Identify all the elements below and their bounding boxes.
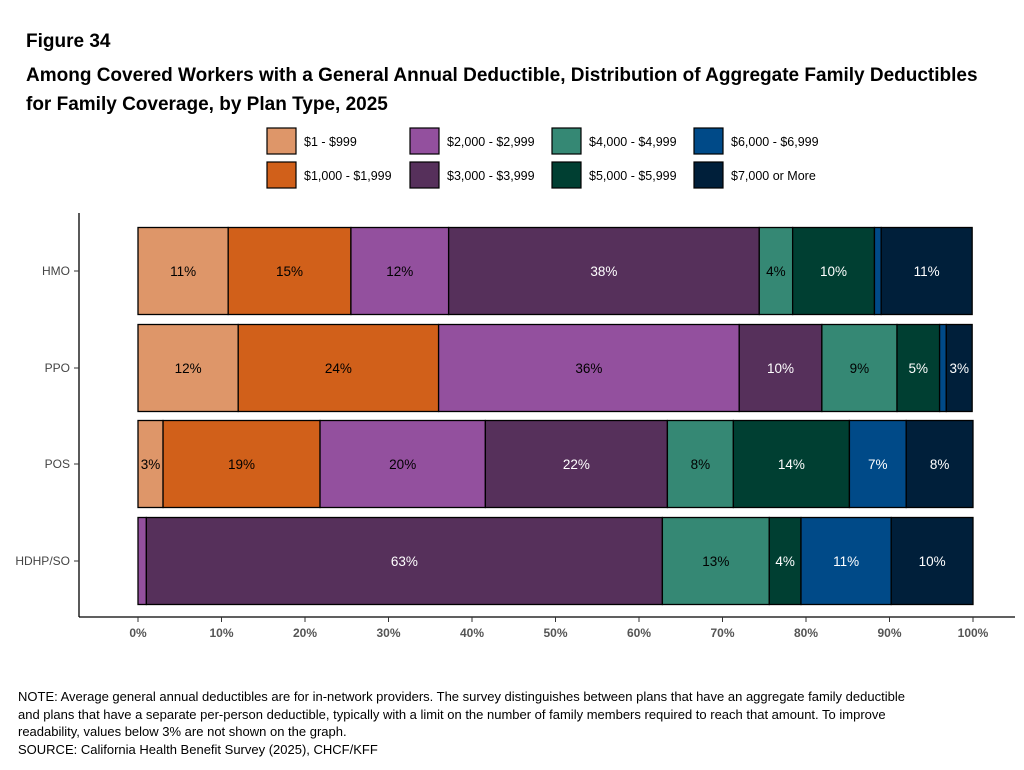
bar-segment bbox=[873, 226, 882, 316]
legend-label: $2,000 - $2,999 bbox=[447, 135, 535, 149]
bar-segment bbox=[227, 226, 352, 316]
x-tick-label: 10% bbox=[209, 626, 233, 640]
y-tick-label: POS bbox=[45, 457, 70, 471]
bar-segment bbox=[738, 323, 823, 413]
x-tick-label: 90% bbox=[877, 626, 901, 640]
data-label: 10% bbox=[919, 554, 946, 569]
x-tick-label: 40% bbox=[460, 626, 484, 640]
data-label: 5% bbox=[909, 361, 929, 376]
x-tick-label: 80% bbox=[794, 626, 818, 640]
bar-segment bbox=[938, 323, 947, 413]
legend-label: $6,000 - $6,999 bbox=[731, 135, 819, 149]
data-label: 38% bbox=[590, 264, 617, 279]
y-tick-label: PPO bbox=[45, 361, 70, 375]
legend-label: $1 - $999 bbox=[304, 135, 357, 149]
data-label: 15% bbox=[276, 264, 303, 279]
data-label: 9% bbox=[850, 361, 870, 376]
data-label: 19% bbox=[228, 457, 255, 472]
x-tick-label: 50% bbox=[543, 626, 567, 640]
chart-notes: NOTE: Average general annual deductibles… bbox=[18, 688, 918, 758]
bar-segment bbox=[162, 419, 321, 509]
bar-segment bbox=[350, 226, 450, 316]
legend-label: $3,000 - $3,999 bbox=[447, 169, 535, 183]
legend-swatch bbox=[693, 161, 724, 189]
legend-swatch bbox=[409, 127, 440, 155]
x-tick-label: 60% bbox=[627, 626, 651, 640]
data-label: 11% bbox=[170, 264, 196, 279]
y-tick-label: HMO bbox=[42, 264, 70, 278]
legend-swatch bbox=[551, 127, 582, 155]
data-label: 8% bbox=[930, 457, 950, 472]
x-tick-label: 100% bbox=[958, 626, 989, 640]
data-label: 20% bbox=[389, 457, 416, 472]
data-label: 12% bbox=[175, 361, 202, 376]
bar-segment bbox=[821, 323, 898, 413]
data-label: 22% bbox=[563, 457, 590, 472]
bar-segment bbox=[732, 419, 851, 509]
legend-swatch bbox=[551, 161, 582, 189]
bar-segment bbox=[319, 419, 487, 509]
data-label: 8% bbox=[691, 457, 711, 472]
x-tick-label: 30% bbox=[376, 626, 400, 640]
bar-segment bbox=[880, 226, 973, 316]
data-label: 11% bbox=[833, 554, 859, 569]
bar-segment bbox=[137, 516, 147, 606]
note-text: NOTE: Average general annual deductibles… bbox=[18, 689, 905, 739]
data-label: 4% bbox=[766, 264, 786, 279]
bar-segment bbox=[758, 226, 794, 316]
x-tick-label: 20% bbox=[293, 626, 317, 640]
bar-segment bbox=[896, 323, 941, 413]
legend-swatch bbox=[693, 127, 724, 155]
data-label: 24% bbox=[325, 361, 352, 376]
legend-label: $4,000 - $4,999 bbox=[589, 135, 677, 149]
bar-segment bbox=[137, 419, 164, 509]
data-label: 36% bbox=[575, 361, 602, 376]
legend-swatch bbox=[266, 161, 297, 189]
x-tick-label: 0% bbox=[129, 626, 147, 640]
bar-segment bbox=[661, 516, 770, 606]
legend-label: $1,000 - $1,999 bbox=[304, 169, 392, 183]
stacked-bar-chart: $1 - $999 $1,000 - $1,999 $2,000 - $2,999 $… bbox=[15, 127, 1015, 640]
data-label: 12% bbox=[386, 264, 413, 279]
figure-label: Figure 34 bbox=[26, 31, 111, 52]
chart-title: Among Covered Workers with a General Ann… bbox=[26, 65, 978, 115]
bar-segment bbox=[905, 419, 974, 509]
legend-label: $7,000 or More bbox=[731, 169, 816, 183]
data-label: 10% bbox=[767, 361, 794, 376]
data-label: 13% bbox=[702, 554, 729, 569]
x-tick-label: 70% bbox=[710, 626, 734, 640]
bar-segment bbox=[437, 323, 740, 413]
data-label: 3% bbox=[949, 361, 969, 376]
data-label: 3% bbox=[141, 457, 161, 472]
bar-segment bbox=[791, 226, 876, 316]
bar-segment bbox=[137, 226, 229, 316]
data-label: 14% bbox=[778, 457, 805, 472]
data-label: 10% bbox=[820, 264, 847, 279]
bar-segment bbox=[145, 516, 664, 606]
data-label: 11% bbox=[914, 264, 940, 279]
bar-segment bbox=[484, 419, 669, 509]
bar-segment bbox=[945, 323, 973, 413]
data-label: 7% bbox=[868, 457, 888, 472]
bar-segment bbox=[848, 419, 907, 509]
data-label: 63% bbox=[391, 554, 418, 569]
source-text: SOURCE: California Health Benefit Survey… bbox=[18, 741, 378, 757]
bar-segment bbox=[137, 323, 239, 413]
bar-segment bbox=[890, 516, 974, 606]
legend-label: $5,000 - $5,999 bbox=[589, 169, 677, 183]
data-label: 4% bbox=[775, 554, 795, 569]
bar-segment bbox=[447, 226, 760, 316]
bar-segment bbox=[666, 419, 735, 509]
bar-segment bbox=[237, 323, 440, 413]
legend-swatch bbox=[409, 161, 440, 189]
y-tick-label: HDHP/SO bbox=[15, 554, 70, 568]
legend-swatch bbox=[266, 127, 297, 155]
